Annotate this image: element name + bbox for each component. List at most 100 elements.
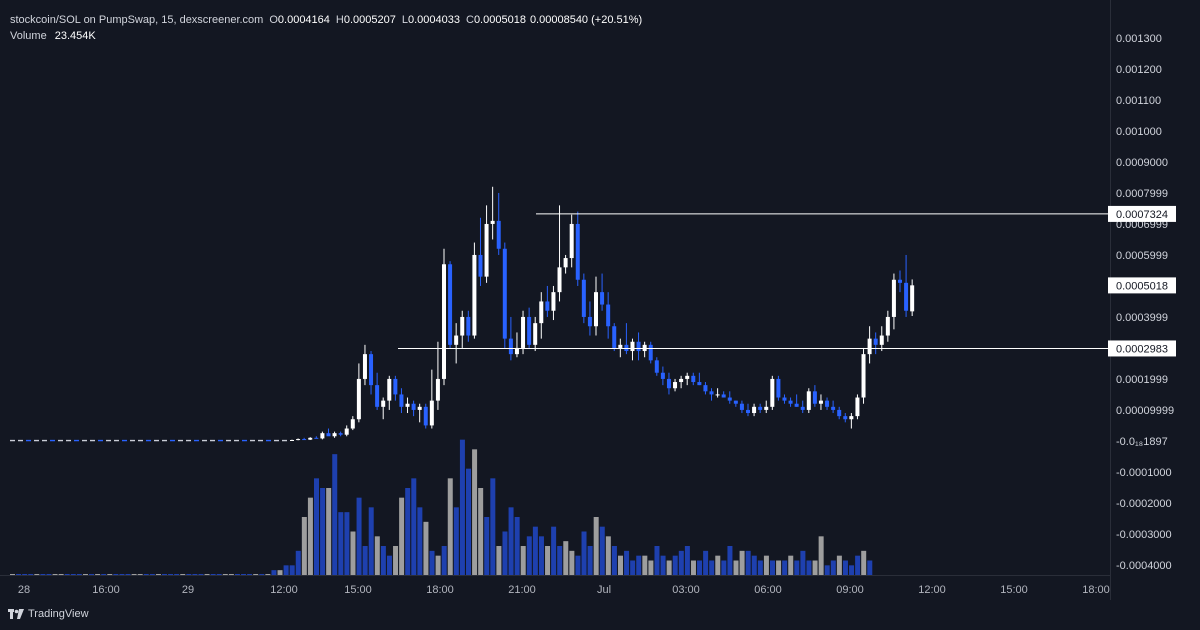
brand-name: TradingView	[28, 608, 89, 620]
candle-body	[691, 375, 696, 383]
volume-bar	[818, 536, 824, 575]
volume-bar	[289, 565, 295, 575]
volume-bar	[374, 536, 380, 575]
volume-bar	[842, 560, 848, 575]
volume-bar	[168, 574, 174, 575]
flat-candle	[266, 439, 271, 442]
candle-body	[904, 282, 909, 311]
volume-bar	[143, 574, 149, 575]
volume-bar	[551, 526, 557, 575]
volume-bar	[155, 574, 161, 575]
price-tick-label: 0.001100	[1116, 95, 1161, 107]
candle-body	[466, 316, 471, 336]
volume-bar	[70, 574, 76, 575]
close-label: C	[465, 14, 474, 26]
candle-body	[454, 335, 459, 345]
volume-bar	[350, 531, 356, 575]
candle-body	[563, 258, 568, 268]
flat-candle	[114, 439, 119, 442]
flat-candle	[258, 439, 263, 442]
volume-bar	[198, 574, 204, 575]
flat-candle	[90, 439, 95, 442]
volume-bar	[362, 546, 368, 575]
volume-bar	[709, 560, 715, 575]
time-axis[interactable]: 28 16:00 29 12:00 15:00 18:00 21:00 Jul 03:00 06:…	[18, 584, 1110, 596]
candle-body	[727, 397, 732, 401]
candle-body	[314, 437, 319, 439]
volume-bar	[441, 546, 447, 575]
volume-bar	[794, 560, 800, 575]
high-value: 0.0005207	[343, 14, 396, 26]
price-axis[interactable]: 0.001300 0.001200 0.001100 0.001000 0.000900…	[1116, 33, 1174, 572]
candle-body	[490, 220, 495, 224]
candle-body	[618, 344, 623, 348]
flat-candle	[282, 439, 287, 442]
flat-candle	[218, 439, 223, 442]
volume-bar	[131, 574, 137, 575]
volume-bar	[101, 574, 107, 575]
open-value: 0.0004164	[277, 14, 330, 26]
candle-body	[502, 248, 507, 339]
flat-candle	[138, 439, 143, 442]
horizontal-lines[interactable]	[398, 213, 1108, 349]
volume-bar	[484, 517, 490, 575]
horizontal-line-price-tag: 0.0002983	[1116, 343, 1168, 355]
volume-bar	[703, 550, 709, 575]
volume-bar	[40, 574, 46, 575]
volume-bar	[204, 574, 210, 575]
candle-body	[448, 264, 453, 345]
flat-candle	[186, 439, 191, 442]
volume-bar	[569, 550, 575, 575]
symbol-label: stockcoin/SOL on PumpSwap, 15, dexscreen…	[10, 14, 264, 26]
candle-body	[812, 391, 817, 404]
candle-body	[460, 316, 465, 336]
flat-candle	[98, 439, 103, 442]
flat-candle	[58, 439, 63, 442]
candle-body	[381, 400, 386, 407]
volume-bar	[52, 574, 58, 575]
candle-body	[539, 301, 544, 324]
candle-body	[527, 316, 532, 345]
flat-candle	[42, 439, 47, 442]
volume-bar	[76, 574, 82, 575]
candle-body	[508, 338, 513, 355]
candle-body	[794, 403, 799, 407]
candle-body	[891, 279, 896, 317]
volume-bar	[660, 555, 666, 575]
last-price-tag: 0.0005018	[1116, 280, 1168, 292]
candle-body	[356, 378, 361, 420]
candle-body	[478, 254, 483, 277]
time-tick-label: 03:00	[672, 584, 700, 596]
price-tick-label: 0.0007999	[1116, 188, 1168, 200]
time-tick-label: 21:00	[508, 584, 536, 596]
volume-bar	[654, 546, 660, 575]
volume-bar	[216, 574, 222, 575]
price-tags: 0.0007324 0.0002983 0.0005018	[1108, 205, 1176, 357]
volume-bar	[368, 507, 374, 575]
flat-candle	[234, 439, 239, 442]
flat-candle	[194, 439, 199, 442]
tradingview-brand[interactable]: TradingView	[8, 608, 89, 620]
volume-bar	[95, 574, 101, 575]
volume-bar	[618, 555, 623, 575]
flat-candle	[170, 439, 175, 442]
candle-body	[758, 406, 763, 410]
candle-body	[344, 428, 349, 435]
candle-body	[806, 391, 811, 410]
volume-bar	[800, 550, 806, 575]
volume-bar	[162, 574, 167, 575]
volume-bar	[690, 560, 696, 575]
candle-body	[837, 409, 842, 417]
candle-body	[308, 437, 313, 440]
volume-bar	[265, 574, 271, 575]
candle-body	[290, 439, 294, 441]
volume-bar	[563, 541, 569, 575]
volume-bar	[393, 546, 399, 575]
chart-header: stockcoin/SOL on PumpSwap, 15, dexscreen…	[10, 14, 642, 26]
time-tick-label: 18:00	[1082, 584, 1110, 596]
price-tick-label: 0.0003999	[1116, 312, 1168, 324]
candle-body	[600, 292, 605, 305]
candle-body	[296, 439, 301, 441]
candle-body	[405, 403, 410, 407]
